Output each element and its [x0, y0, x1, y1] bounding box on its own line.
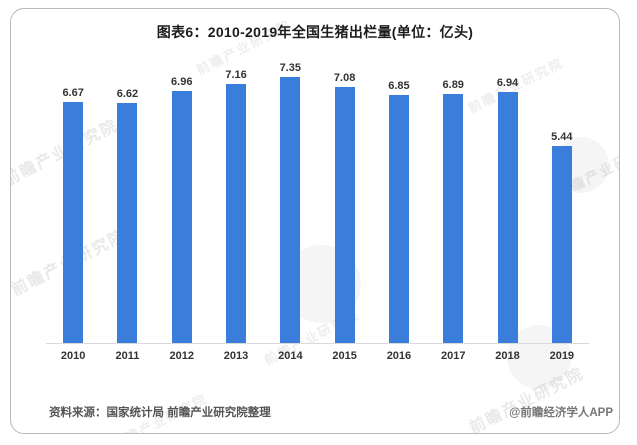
x-tick-label: 2019	[549, 350, 575, 362]
bar-value-label: 6.89	[442, 79, 464, 91]
x-tick-label: 2018	[495, 350, 520, 362]
x-tick-label: 2010	[60, 350, 86, 362]
bar-group: 7.08	[317, 72, 371, 343]
bar-value-label: 7.35	[279, 62, 302, 74]
bar-value-label: 6.85	[388, 80, 410, 92]
bar-value-label: 6.62	[116, 88, 139, 100]
bar-value-label: 6.96	[171, 76, 193, 88]
bar-value-label: 5.44	[551, 131, 573, 143]
bar	[171, 91, 192, 343]
bar-group: 6.67	[46, 87, 100, 343]
bar-group: 6.62	[100, 88, 154, 343]
bar-group: 6.85	[372, 80, 426, 343]
bar	[63, 102, 84, 343]
bar	[280, 77, 301, 343]
bar	[226, 84, 247, 343]
x-tick-label: 2016	[386, 350, 412, 362]
x-tick-label: 2015	[332, 350, 357, 362]
bar	[117, 103, 138, 343]
bar-group: 5.44	[535, 131, 589, 343]
x-axis-tick-labels: 2010 2011 2012 2013 2014 2015 2016 2017 2018 2019	[46, 350, 589, 362]
source-note: 资料来源：国家统计局 前瞻产业研究院整理	[49, 407, 271, 419]
bar-group: 6.94	[480, 77, 534, 343]
bar-value-label: 6.94	[496, 77, 519, 89]
footer: 资料来源：国家统计局 前瞻产业研究院整理 @前瞻经济学人APP	[11, 404, 619, 420]
x-tick-label: 2012	[169, 350, 194, 362]
bar	[443, 94, 464, 343]
bar-group: 7.16	[209, 69, 263, 343]
bar-value-label: 6.67	[62, 87, 84, 99]
x-tick-label: 2014	[278, 350, 303, 362]
bar	[334, 87, 355, 343]
chart-title: 图表6：2010-2019年全国生猪出栏量(单位：亿头)	[156, 24, 474, 40]
bar	[388, 95, 409, 343]
bar	[551, 146, 572, 343]
plot-area: 6.67 6.62 6.96 7.16 7.35 7.08 6.85 6.89 6.94 5.44…	[46, 48, 589, 362]
x-tick-label: 2013	[223, 350, 249, 362]
brand-credit: @前瞻经济学人APP	[509, 407, 613, 419]
bars-row: 6.67 6.62 6.96 7.16 7.35 7.08 6.85 6.89 6.94 5.44	[46, 48, 589, 344]
watermark-text: 前瞻产业研究院	[467, 365, 588, 433]
x-tick-label: 2011	[115, 350, 140, 362]
chart-card: 前瞻产业研究院 前瞻产业研究院 前瞻产业研究院 前瞻产业研究院 前瞻产业研究院 …	[10, 8, 620, 434]
bar-value-label: 7.16	[225, 69, 247, 81]
bar-group: 6.89	[426, 79, 480, 343]
bar-value-label: 7.08	[333, 72, 356, 84]
bar	[497, 92, 518, 343]
x-tick-label: 2017	[440, 350, 466, 362]
bar-group: 6.96	[155, 76, 209, 343]
bar-group: 7.35	[263, 62, 317, 343]
